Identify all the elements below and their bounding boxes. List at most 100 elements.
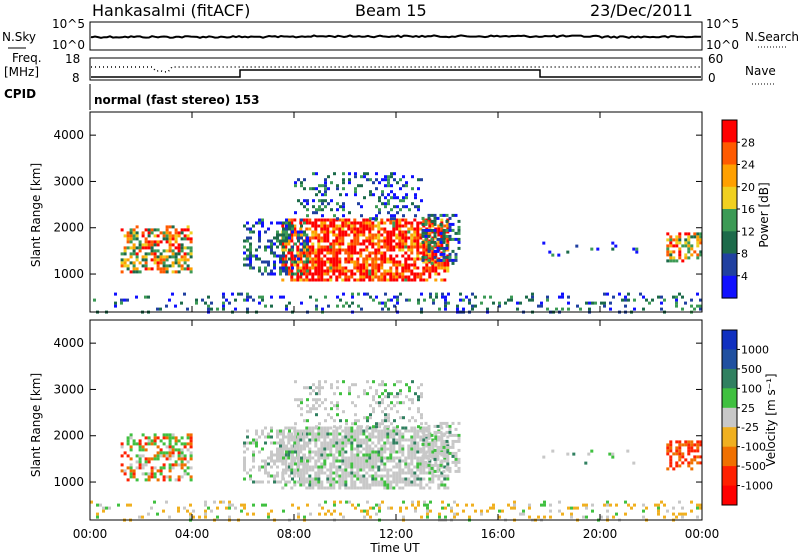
data-cell	[350, 260, 354, 264]
data-cell	[425, 483, 429, 487]
data-cell	[353, 218, 357, 222]
data-cell	[305, 432, 309, 436]
data-cell	[311, 272, 315, 276]
data-cell	[174, 439, 178, 443]
data-cell	[162, 509, 165, 513]
data-cell	[210, 307, 213, 311]
data-cell	[287, 468, 291, 472]
data-cell	[513, 500, 516, 504]
data-cell	[365, 447, 369, 451]
data-cell	[359, 278, 363, 282]
data-cell	[138, 261, 142, 265]
data-cell	[294, 468, 297, 472]
noise-ytick-bottom-right: 10^0	[706, 38, 739, 52]
data-cell	[338, 272, 342, 276]
data-cell	[350, 444, 354, 448]
data-cell	[306, 208, 309, 212]
data-cell	[359, 230, 363, 234]
data-cell	[323, 236, 327, 240]
data-cell	[321, 199, 324, 203]
data-cell	[126, 234, 130, 238]
data-cell	[422, 251, 426, 255]
data-cell	[350, 465, 354, 469]
data-cell	[297, 257, 300, 261]
data-cell	[264, 435, 267, 439]
data-cell	[392, 471, 396, 475]
data-cell	[395, 483, 399, 487]
data-cell	[437, 483, 441, 487]
data-cell	[448, 258, 452, 262]
data-cell	[123, 451, 127, 455]
data-cell	[300, 407, 303, 411]
data-cell	[446, 266, 450, 270]
data-cell	[371, 221, 375, 225]
data-cell	[669, 455, 673, 459]
data-cell	[417, 187, 420, 191]
data-cell	[326, 432, 330, 436]
data-cell	[326, 477, 330, 481]
data-cell	[642, 503, 645, 507]
data-cell	[174, 252, 178, 256]
data-cell	[368, 275, 372, 279]
data-cell	[138, 270, 142, 274]
data-cell	[410, 242, 414, 246]
data-cell	[424, 222, 428, 226]
data-cell	[312, 211, 315, 215]
data-cell	[386, 245, 390, 249]
data-cell	[308, 441, 312, 445]
data-cell	[413, 239, 417, 243]
data-cell	[371, 432, 375, 436]
power-colorbar-title: Power [dB]	[757, 182, 771, 247]
data-cell	[448, 451, 452, 455]
data-cell	[333, 214, 336, 218]
data-cell	[386, 474, 390, 478]
freq-panel-frame	[89, 57, 703, 81]
data-cell	[353, 242, 357, 246]
data-cell	[368, 272, 372, 276]
data-cell	[404, 480, 408, 484]
data-cell	[183, 292, 186, 296]
data-cell	[384, 175, 387, 179]
data-cell	[431, 480, 435, 484]
data-cell	[398, 450, 402, 454]
data-cell	[281, 438, 285, 442]
data-cell	[267, 227, 270, 231]
data-cell	[320, 456, 324, 460]
data-cell	[180, 255, 184, 259]
data-cell	[318, 190, 321, 194]
data-cell	[282, 227, 285, 231]
data-cell	[374, 257, 378, 261]
data-cell	[344, 474, 348, 478]
data-cell	[431, 441, 435, 445]
data-cell	[303, 260, 306, 264]
data-cell	[446, 477, 450, 481]
data-cell	[681, 295, 684, 299]
data-cell	[375, 217, 378, 221]
data-cell	[387, 419, 390, 423]
data-cell	[687, 461, 691, 465]
data-cell	[356, 230, 360, 234]
data-cell	[303, 480, 306, 484]
data-cell	[419, 257, 423, 261]
data-cell	[338, 251, 342, 255]
data-cell	[177, 448, 181, 452]
data-cell	[329, 218, 333, 222]
data-cell	[186, 472, 190, 476]
data-cell	[362, 233, 366, 237]
data-cell	[428, 468, 432, 472]
data-cell	[433, 213, 437, 217]
data-cell	[345, 193, 348, 197]
data-cell	[567, 295, 570, 299]
data-cell	[147, 472, 151, 476]
data-cell	[290, 254, 294, 258]
data-cell	[369, 193, 372, 197]
data-cell	[180, 466, 184, 470]
data-cell	[317, 278, 321, 282]
data-cell	[332, 233, 336, 237]
data-cell	[335, 224, 339, 228]
data-cell	[153, 261, 157, 265]
data-cell	[375, 503, 378, 507]
data-cell	[348, 500, 351, 504]
data-cell	[374, 263, 378, 267]
data-cell	[344, 471, 348, 475]
